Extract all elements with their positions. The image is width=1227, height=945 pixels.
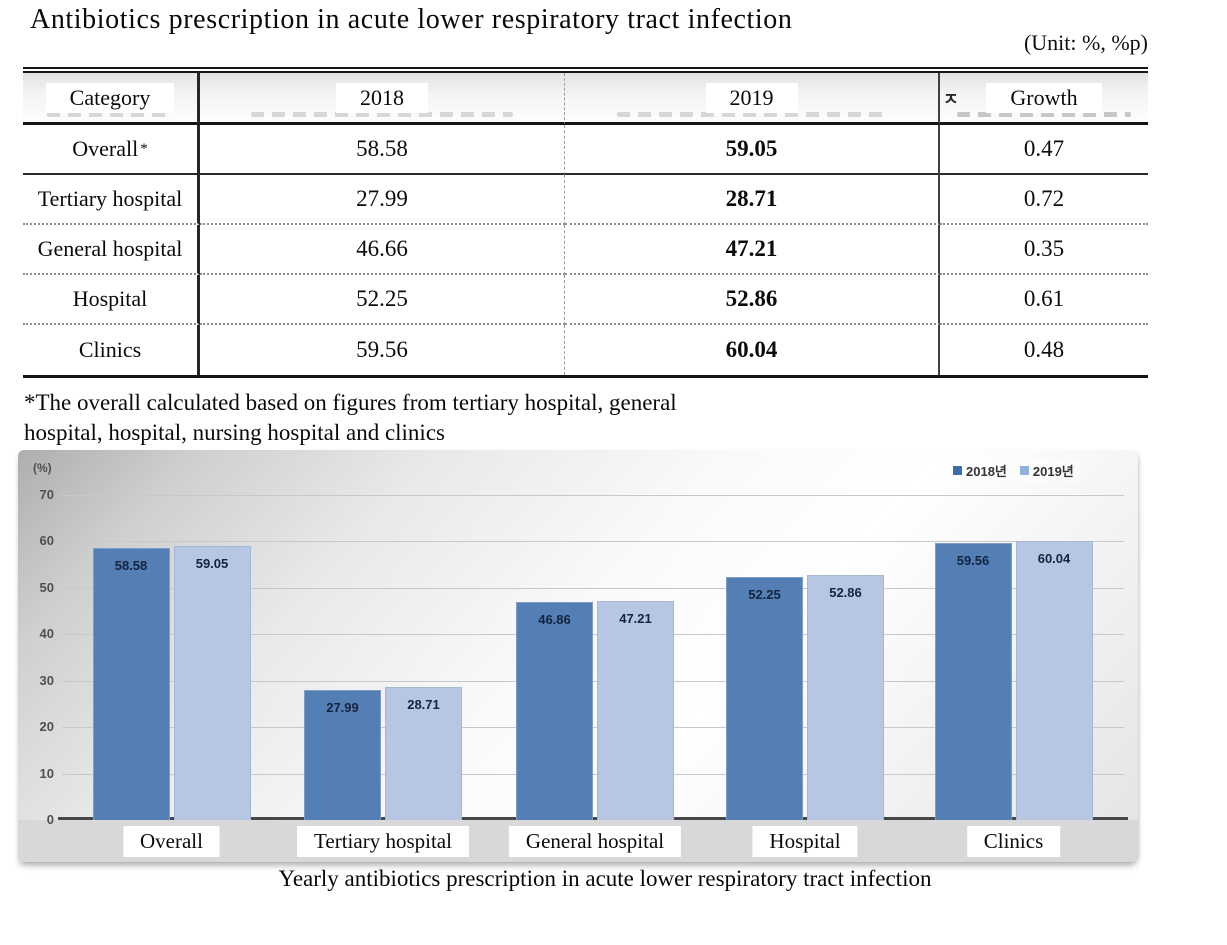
covered-text-smudge — [617, 112, 886, 117]
row-overall-category: Overall * — [23, 125, 200, 175]
bar-value-label: 59.56 — [956, 553, 990, 569]
bar-2018년-clinics: 59.56 — [934, 543, 1012, 820]
row-hospital-2019: 52.86 — [565, 275, 940, 325]
header-category: Category — [23, 73, 200, 125]
legend-swatch — [1019, 466, 1029, 475]
chart-caption: Yearly antibiotics prescription in acute… — [278, 866, 932, 891]
bar-chart: (%) 2018년 2019년 0 10 20 30 40 50 60 70 58.58 59.05… — [18, 450, 1138, 862]
header-2018: 2018 — [200, 73, 565, 125]
bar-value-label: 27.99 — [326, 700, 359, 716]
legend-item: 2019년 — [1019, 461, 1074, 480]
grid-line — [62, 634, 1124, 636]
bar-value-label: 52.86 — [829, 584, 862, 600]
chart-legend: 2018년 2019년 — [946, 459, 1081, 482]
y-tick-label: 0 — [46, 812, 54, 827]
y-tick-label: 30 — [39, 672, 54, 688]
row-tertiary-2019: 28.71 — [565, 175, 940, 225]
footnote-line-2: hospital, hospital, nursing hospital and… — [24, 420, 445, 445]
bar-value-label: 28.71 — [407, 696, 440, 712]
row-overall-growth: 0.47 — [940, 125, 1148, 175]
grid-line — [62, 587, 1124, 589]
bar-2019년-tertiary-hospital: 28.71 — [385, 686, 462, 820]
data-table: Category 2018 2019 ㅈ Growth Overall * 58.… — [23, 67, 1148, 378]
bar-2018년-general-hospital: 46.86 — [516, 602, 593, 820]
row-tertiary-2018: 27.99 — [200, 175, 565, 225]
x-category-label: General hospital — [508, 826, 682, 857]
x-category-label: Clinics — [966, 826, 1061, 857]
row-hospital-2018: 52.25 — [200, 275, 565, 325]
bar-2019년-clinics: 60.04 — [1015, 541, 1093, 820]
y-tick-label: 70 — [39, 486, 54, 502]
row-clinics-growth: 0.48 — [940, 325, 1148, 375]
row-tertiary-growth: 0.72 — [940, 175, 1148, 225]
bar-2018년-hospital: 52.25 — [726, 577, 803, 820]
grid-line — [62, 541, 1124, 543]
bar-2019년-overall: 59.05 — [173, 545, 251, 820]
page-title: Antibiotics prescription in acute lower … — [30, 4, 793, 35]
row-tertiary-category: Tertiary hospital — [23, 175, 200, 225]
y-tick-label: 20 — [39, 719, 54, 735]
footnote-line-1: *The overall calculated based on figures… — [24, 390, 677, 415]
legend-label: 2018년 — [966, 464, 1007, 479]
row-clinics-category: Clinics — [23, 325, 200, 375]
grid-line — [62, 773, 1124, 775]
row-general-2018: 46.66 — [200, 225, 565, 275]
covered-text-smudge — [47, 112, 173, 117]
y-tick-label: 10 — [39, 765, 54, 781]
header-growth: ㅈ Growth — [940, 73, 1148, 125]
row-hospital-category: Hospital — [23, 275, 200, 325]
header-2019: 2019 — [565, 73, 940, 125]
bar-value-label: 52.25 — [748, 587, 781, 603]
unit-note: (Unit: %, %p) — [1023, 30, 1148, 55]
bar-2018년-tertiary-hospital: 27.99 — [304, 690, 381, 820]
row-overall-2018: 58.58 — [200, 125, 565, 175]
y-tick-label: 60 — [39, 533, 54, 549]
row-clinics-2018: 59.56 — [200, 325, 565, 375]
x-category-label: Overall — [123, 826, 220, 857]
x-axis-line — [58, 817, 1128, 820]
bar-2019년-general-hospital: 47.21 — [597, 600, 674, 820]
y-tick-label: 50 — [39, 579, 54, 595]
bar-value-label: 47.21 — [619, 610, 652, 626]
y-tick-label: 40 — [39, 626, 54, 642]
row-general-category: General hospital — [23, 225, 200, 275]
grid-line — [62, 680, 1124, 682]
legend-item: 2018년 — [953, 461, 1007, 480]
bar-value-label: 60.04 — [1037, 551, 1071, 567]
grid-line — [62, 494, 1124, 496]
x-category-label: Tertiary hospital — [297, 826, 469, 857]
row-general-2019: 47.21 — [565, 225, 940, 275]
x-category-label: Hospital — [752, 826, 858, 857]
legend-swatch — [953, 466, 962, 475]
row-overall-2019: 59.05 — [565, 125, 940, 175]
table-footnote: *The overall calculated based on figures… — [24, 388, 814, 448]
grid-line — [62, 727, 1124, 729]
bar-value-label: 46.86 — [538, 612, 571, 628]
legend-label: 2019년 — [1032, 464, 1074, 479]
row-general-growth: 0.35 — [940, 225, 1148, 275]
bar-value-label: 59.05 — [195, 555, 229, 571]
bar-2019년-hospital: 52.86 — [807, 574, 884, 820]
bar-2018년-overall: 58.58 — [92, 548, 170, 820]
row-hospital-growth: 0.61 — [940, 275, 1148, 325]
bar-value-label: 58.58 — [114, 558, 148, 573]
row-clinics-2019: 60.04 — [565, 325, 940, 375]
y-axis-unit-label: (%) — [33, 461, 52, 475]
covered-text-smudge — [956, 112, 1132, 117]
footnote-mark: * — [140, 140, 148, 157]
covered-text-smudge — [250, 112, 514, 117]
leftover-hangul-fragment: ㅈ — [943, 89, 959, 109]
